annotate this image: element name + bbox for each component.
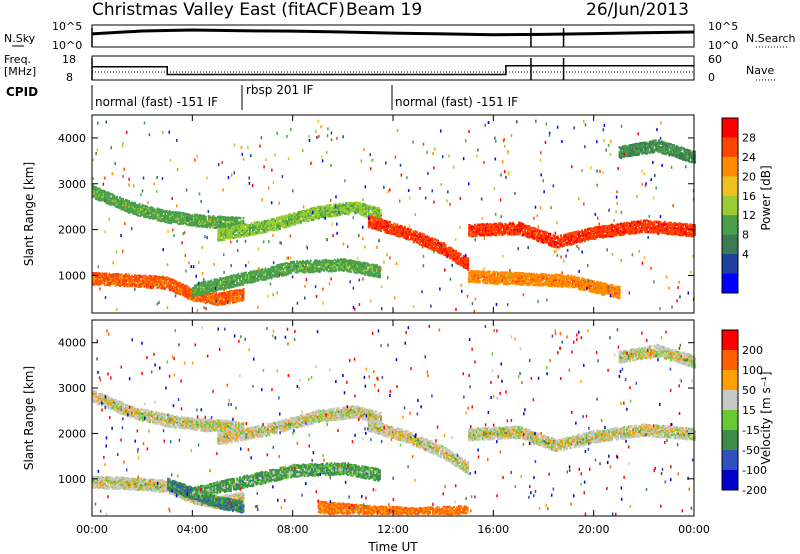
data-cell [243, 288, 245, 290]
data-cell [128, 273, 130, 275]
data-cell [243, 220, 245, 222]
noise-series [92, 28, 694, 47]
nave-tick-top: 60 [708, 53, 722, 66]
freq-line [92, 66, 694, 75]
freq-unit-label: [MHz] [4, 65, 36, 78]
cpid-row: CPID normal (fast) -151 IF rbsp 201 IF n… [6, 83, 518, 110]
data-cell [365, 213, 367, 215]
nave-label: Nave [746, 64, 774, 77]
noise-search-label: N.Search [746, 32, 796, 45]
radar-summary-figure: Christmas Valley East (fitACF) Beam 19 2… [0, 0, 800, 554]
data-cell [308, 220, 310, 222]
data-cell [205, 218, 207, 220]
date-label: 26/Jun/2013 [586, 0, 689, 20]
cpid-label: CPID [6, 85, 38, 99]
data-cell [226, 227, 228, 229]
frequency-series [92, 58, 694, 80]
data-cell [134, 202, 136, 204]
cpid-segment-2: rbsp 201 IF [246, 83, 313, 97]
noise-left-tick-top: 10^5 [52, 20, 82, 33]
data-cell [330, 204, 332, 206]
data-cell [239, 217, 241, 219]
data-cell [243, 297, 245, 299]
beam-label: Beam 19 [346, 0, 422, 20]
noise-left-tick-bottom: 10^0 [52, 39, 82, 52]
frequency-panel: Freq. [MHz] 18 8 60 0 Nave [4, 53, 776, 84]
noise-right-tick-top: 10^5 [708, 20, 738, 33]
freq-tick-top: 18 [62, 53, 76, 66]
figure-title: Christmas Valley East (fitACF) [92, 0, 345, 20]
data-cell [152, 286, 154, 288]
data-cell [116, 196, 118, 198]
data-cell [243, 291, 245, 293]
data-cell [380, 209, 382, 211]
data-cell [279, 228, 281, 230]
data-cell [106, 272, 108, 274]
freq-tick-bottom: 8 [66, 71, 73, 84]
data-cell [378, 207, 380, 209]
noise-right-tick-bottom: 10^0 [708, 39, 738, 52]
data-cell [219, 237, 221, 239]
nave-tick-bottom: 0 [708, 71, 715, 84]
cpid-segment-1: normal (fast) -151 IF [95, 95, 218, 109]
data-cell [243, 217, 245, 219]
data-cell [236, 280, 238, 282]
data-cell [242, 284, 244, 286]
power-scatter [92, 120, 696, 313]
noise-sky-label: N.Sky [4, 32, 36, 45]
noise-panel: N.Sky 10^5 10^0 10^5 10^0 N.Search [4, 20, 796, 52]
noise-sky-line [92, 30, 694, 35]
data-cell [164, 288, 166, 290]
cpid-segment-3: normal (fast) -151 IF [395, 95, 518, 109]
data-cell [245, 272, 247, 274]
